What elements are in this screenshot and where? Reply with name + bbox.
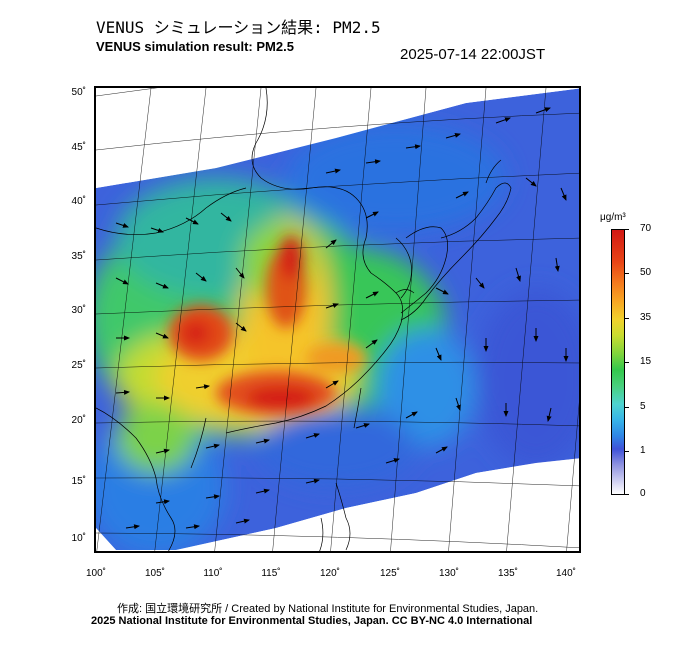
high-concentration-field [169, 236, 366, 415]
latitude-label-25: 25˚ [71, 360, 86, 371]
wind-vectors [115, 107, 569, 530]
pm25-map [94, 86, 581, 553]
colorbar-label-50: 50 [640, 267, 652, 278]
colorbar-label-5: 5 [640, 401, 646, 412]
colorbar [611, 229, 625, 495]
latitude-label-20: 20˚ [71, 415, 86, 426]
longitude-label-140: 140˚ [555, 568, 577, 579]
colorbar-label-15: 15 [640, 356, 652, 367]
longitude-label-125: 125˚ [379, 568, 401, 579]
copyright-line: 2025 National Institute for Environmenta… [91, 615, 533, 627]
latitude-label-15: 15˚ [71, 476, 86, 487]
graticule [96, 88, 579, 551]
map-canvas [96, 88, 579, 551]
colorbar-tick [625, 229, 629, 230]
latitude-label-50: 50˚ [71, 87, 86, 98]
longitude-label-115: 115˚ [261, 568, 281, 579]
longitude-label-135: 135˚ [497, 568, 519, 579]
colorbar-label-70: 70 [640, 223, 652, 234]
credit-line: 作成: 国立環境研究所 / Created by National Instit… [117, 603, 539, 615]
colorbar-tick [625, 362, 629, 363]
latitude-label-35: 35˚ [71, 251, 86, 262]
latitude-label-45: 45˚ [71, 142, 86, 153]
longitude-label-105: 105˚ [144, 568, 166, 579]
forecast-timestamp: 2025-07-14 22:00JST [400, 46, 546, 63]
colorbar-tick [625, 451, 629, 452]
colorbar-tick [625, 318, 629, 319]
coastlines [96, 88, 512, 551]
title-english: VENUS simulation result: PM2.5 [96, 39, 294, 54]
latitude-label-10: 10˚ [71, 533, 86, 544]
colorbar-unit: μg/m³ [600, 212, 626, 223]
longitude-label-120: 120˚ [319, 568, 341, 579]
colorbar-label-1: 1 [640, 445, 646, 456]
longitude-label-110: 110˚ [203, 568, 223, 579]
colorbar-label-0: 0 [640, 488, 646, 499]
latitude-label-30: 30˚ [71, 305, 86, 316]
longitude-label-100: 100˚ [85, 568, 107, 579]
longitude-label-130: 130˚ [438, 568, 460, 579]
colorbar-tick [625, 494, 629, 495]
title-japanese: VENUS シミュレーション結果: PM2.5 [96, 18, 381, 37]
latitude-label-40: 40˚ [71, 196, 86, 207]
colorbar-label-35: 35 [640, 312, 652, 323]
colorbar-tick [625, 407, 629, 408]
colorbar-tick [625, 273, 629, 274]
